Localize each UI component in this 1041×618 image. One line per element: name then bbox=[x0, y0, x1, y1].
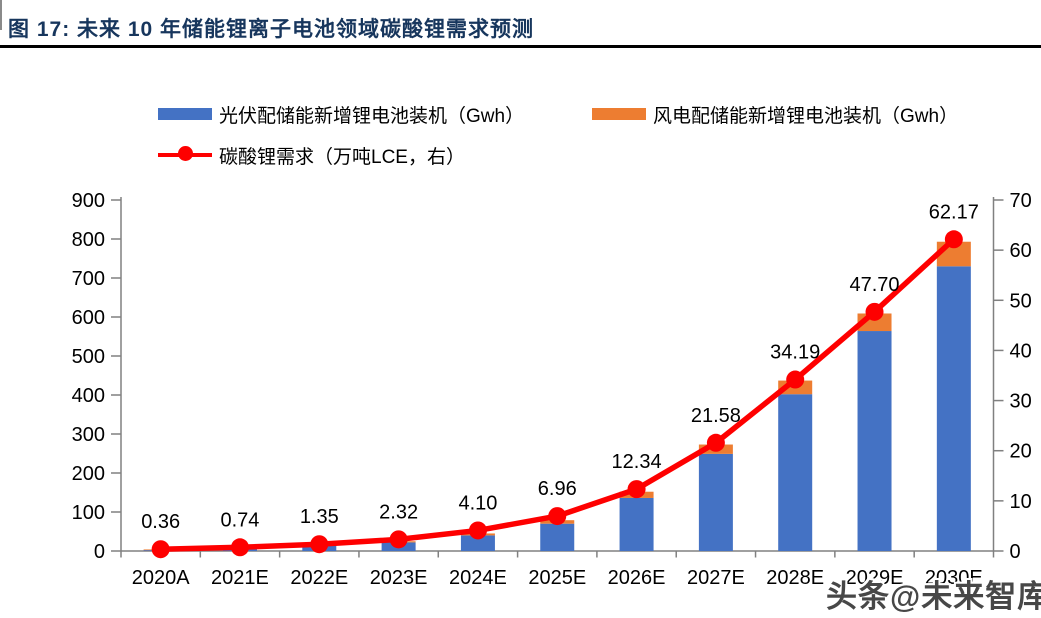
left-axis-tick-labels: 0 100 200 300 400 500 600 700 800 900 bbox=[72, 190, 105, 563]
legend-label-pv: 光伏配储能新增锂电池装机（Gwh） bbox=[219, 105, 525, 127]
bar-segment bbox=[778, 394, 813, 551]
svg-text:1.35: 1.35 bbox=[300, 506, 339, 528]
svg-text:2029E: 2029E bbox=[846, 567, 904, 589]
demand-line-marker bbox=[389, 530, 408, 549]
bar-segment bbox=[540, 523, 575, 551]
demand-line-marker bbox=[627, 480, 646, 499]
svg-text:2.32: 2.32 bbox=[379, 501, 418, 523]
legend-item-wind-storage: 风电配储能新增锂电池装机（Gwh） bbox=[592, 104, 958, 127]
watermark: 头条@未来智库 bbox=[826, 579, 1041, 614]
demand-line-marker bbox=[310, 535, 329, 554]
bar-segment bbox=[936, 266, 971, 551]
legend-item-pv-storage: 光伏配储能新增锂电池装机（Gwh） bbox=[158, 104, 524, 127]
svg-text:60: 60 bbox=[1010, 240, 1032, 262]
right-axis-tick-labels: 0 10 20 30 40 50 60 70 bbox=[1010, 190, 1032, 563]
svg-text:47.70: 47.70 bbox=[849, 274, 899, 296]
svg-text:2030E: 2030E bbox=[925, 567, 983, 589]
table-border-fragment bbox=[0, 0, 2, 30]
demand-line-marker bbox=[865, 302, 884, 321]
svg-text:0.36: 0.36 bbox=[141, 511, 180, 533]
svg-text:30: 30 bbox=[1010, 391, 1032, 413]
svg-text:20: 20 bbox=[1010, 441, 1032, 463]
svg-text:200: 200 bbox=[72, 463, 105, 485]
svg-text:2026E: 2026E bbox=[608, 567, 666, 589]
svg-text:2022E: 2022E bbox=[290, 567, 348, 589]
svg-text:21.58: 21.58 bbox=[691, 405, 741, 427]
svg-text:62.17: 62.17 bbox=[929, 201, 979, 223]
demand-data-labels: 0.36 0.74 1.35 2.32 4.10 6.96 12.34 21.58 34.19 4… bbox=[141, 201, 979, 533]
demand-line-marker bbox=[230, 538, 249, 557]
svg-text:34.19: 34.19 bbox=[770, 342, 820, 364]
svg-text:400: 400 bbox=[72, 385, 105, 407]
demand-line-marker bbox=[468, 521, 487, 540]
svg-text:600: 600 bbox=[72, 307, 105, 329]
wind-bar-series bbox=[143, 241, 971, 551]
demand-line-marker bbox=[786, 370, 805, 389]
svg-text:2024E: 2024E bbox=[449, 567, 507, 589]
svg-text:0: 0 bbox=[94, 541, 105, 563]
pv-bar-series bbox=[143, 266, 971, 551]
svg-text:12.34: 12.34 bbox=[612, 451, 662, 473]
bar-segment bbox=[698, 453, 733, 551]
figure-title: 图 17: 未来 10 年储能锂离子电池领域碳酸锂需求预测 bbox=[8, 18, 535, 41]
demand-line bbox=[160, 237, 956, 552]
legend-label-wind: 风电配储能新增锂电池装机（Gwh） bbox=[653, 105, 959, 127]
svg-text:2027E: 2027E bbox=[687, 567, 745, 589]
svg-text:2020A: 2020A bbox=[132, 567, 190, 589]
svg-text:70: 70 bbox=[1010, 190, 1032, 212]
svg-text:900: 900 bbox=[72, 190, 105, 212]
svg-text:4.10: 4.10 bbox=[458, 492, 497, 514]
svg-text:500: 500 bbox=[72, 346, 105, 368]
bar-segment bbox=[460, 535, 495, 551]
demand-line-marker bbox=[944, 230, 963, 249]
svg-text:40: 40 bbox=[1010, 340, 1032, 362]
svg-text:300: 300 bbox=[72, 424, 105, 446]
demand-line-marker bbox=[548, 507, 567, 526]
svg-text:0: 0 bbox=[1010, 541, 1021, 563]
svg-text:2028E: 2028E bbox=[766, 567, 824, 589]
svg-text:6.96: 6.96 bbox=[538, 478, 577, 500]
demand-line-marker bbox=[706, 433, 725, 452]
x-axis-category-labels: 2020A 2021E 2022E 2023E 2024E 2025E 2026E 2027E… bbox=[132, 567, 983, 589]
title-underline bbox=[0, 45, 1041, 48]
svg-text:2021E: 2021E bbox=[211, 567, 269, 589]
svg-text:10: 10 bbox=[1010, 491, 1032, 513]
svg-text:50: 50 bbox=[1010, 290, 1032, 312]
line-marker-swatch-icon bbox=[158, 145, 212, 165]
bar-segment bbox=[857, 331, 892, 551]
wind-bar-swatch-icon bbox=[592, 108, 646, 120]
legend-item-lce-demand: 碳酸锂需求（万吨LCE，右） bbox=[158, 145, 465, 168]
lce-demand-line-series bbox=[151, 230, 963, 559]
svg-text:100: 100 bbox=[72, 502, 105, 524]
bar-segment bbox=[619, 497, 654, 551]
svg-text:2025E: 2025E bbox=[528, 567, 586, 589]
svg-text:2023E: 2023E bbox=[370, 567, 428, 589]
demand-line-marker bbox=[151, 540, 170, 559]
legend-label-lce: 碳酸锂需求（万吨LCE，右） bbox=[219, 146, 465, 168]
svg-text:800: 800 bbox=[72, 229, 105, 251]
svg-text:700: 700 bbox=[72, 268, 105, 290]
pv-bar-swatch-icon bbox=[158, 108, 212, 120]
svg-text:0.74: 0.74 bbox=[221, 509, 260, 531]
